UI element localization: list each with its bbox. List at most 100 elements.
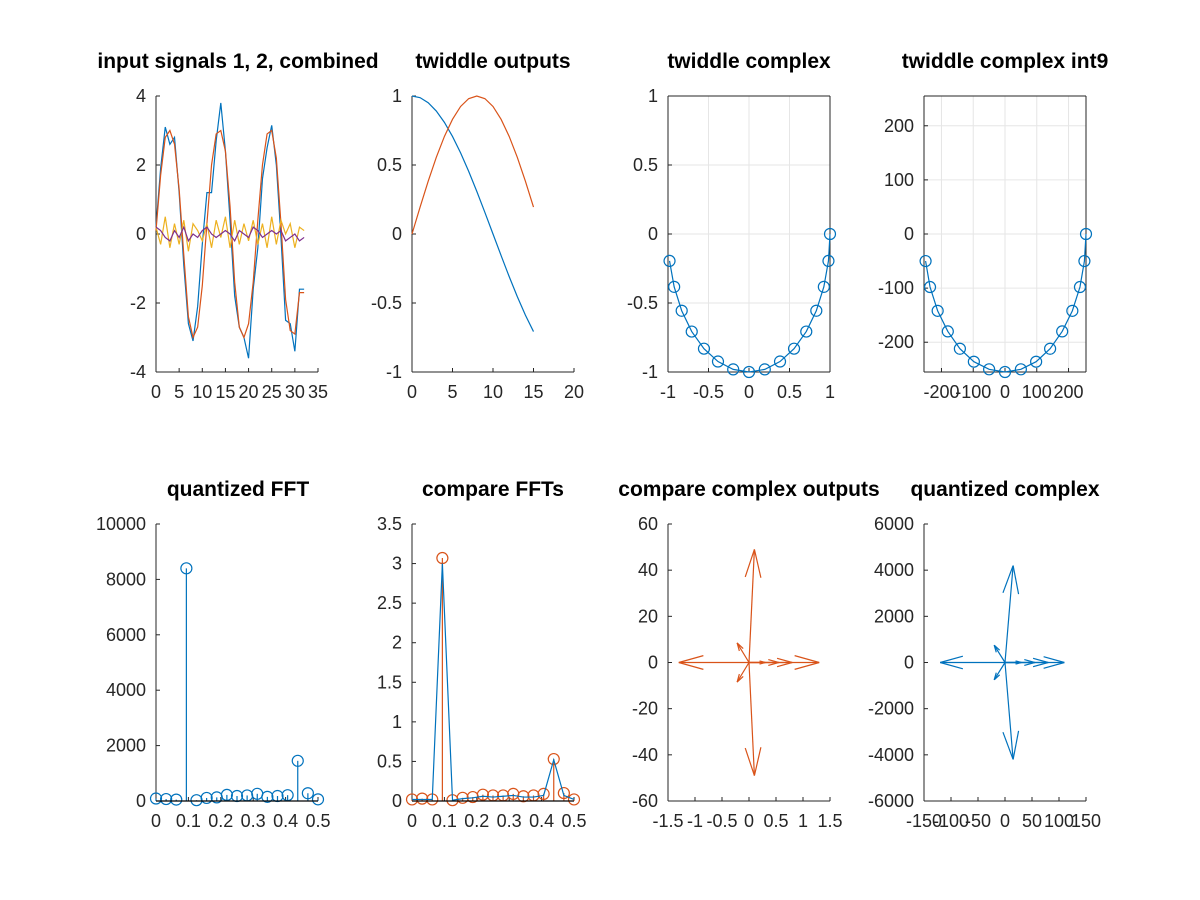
x-tick-label: -50 xyxy=(965,811,991,831)
y-tick-label: 0 xyxy=(392,224,402,244)
data-point xyxy=(1030,355,1043,368)
compass-arrow-head xyxy=(1032,661,1049,668)
stem-marker xyxy=(261,790,274,803)
x-tick-label: 10 xyxy=(483,382,503,402)
compass-arrow-head xyxy=(794,661,820,670)
subplot-compare-ffts: compare FFTs 0 0.1 0.2 0.3 0.4 0.5 0 0.5 1 1.5 2 2.… xyxy=(377,478,587,831)
y-tick-label: 1 xyxy=(648,86,658,106)
y-tick-label: 0 xyxy=(904,224,914,244)
data-point xyxy=(941,325,954,338)
y-tick-label: 200 xyxy=(884,116,914,136)
compass-arrow xyxy=(748,549,755,663)
y-tick-label: -0.5 xyxy=(371,293,402,313)
stem-marker xyxy=(436,551,449,565)
y-tick-label: 0 xyxy=(392,791,402,811)
data-point xyxy=(823,227,837,241)
x-tick-label: 1.5 xyxy=(817,811,842,831)
y-tick-label: 10000 xyxy=(96,514,146,534)
data-point xyxy=(1056,325,1069,338)
compass-arrow-head xyxy=(940,661,964,670)
compass-arrow xyxy=(993,644,1006,663)
y-tick-label: 2000 xyxy=(874,606,914,626)
subplot-twiddle-complex: twiddle complex -1 -0.5 0 0.5 1 -1 -0.5 0 0.5 1 xyxy=(627,50,837,402)
x-tick-label: 0 xyxy=(407,382,417,402)
x-tick-label: 30 xyxy=(285,382,305,402)
data-point xyxy=(727,363,740,376)
y-tick-label: 100 xyxy=(884,170,914,190)
compass-arrow-head xyxy=(1012,565,1020,595)
y-tick-label: -2 xyxy=(130,293,146,313)
x-tick-label: 0.2 xyxy=(464,811,489,831)
y-tick-label: 0.5 xyxy=(377,155,402,175)
y-tick-label: -4000 xyxy=(868,745,914,765)
x-tick-label: 150 xyxy=(1071,811,1101,831)
compass-arrow-head xyxy=(678,661,704,670)
x-tick-label: -1 xyxy=(660,382,676,402)
x-tick-label: -0.5 xyxy=(693,382,724,402)
compass-arrow-head xyxy=(1043,656,1065,664)
x-tick-label: 0 xyxy=(744,811,754,831)
subplot-twiddle-complex-int9: twiddle complex int9 -200-100 0 100 200-200… xyxy=(878,50,1108,402)
subplot-title: twiddle complex xyxy=(667,50,831,73)
subplot-title: compare complex outputs xyxy=(618,478,879,501)
data-point xyxy=(773,355,787,368)
y-tick-label: -20 xyxy=(632,699,658,719)
x-tick-label: 0 xyxy=(1000,811,1010,831)
x-tick-label: -200 xyxy=(923,382,959,402)
subplot-title: quantized FFT xyxy=(167,478,309,501)
y-tick-label: -4 xyxy=(130,362,146,382)
compass-arrow xyxy=(1004,565,1014,663)
x-tick-label: -100 xyxy=(933,811,969,831)
compass-arrow-head xyxy=(1002,731,1014,760)
series-line xyxy=(155,225,305,243)
compass-arrow-head xyxy=(1043,661,1065,669)
y-tick-label: 1 xyxy=(392,86,402,106)
compass-arrow xyxy=(736,642,750,663)
x-tick-label: 5 xyxy=(447,382,457,402)
compass-arrow-head xyxy=(776,661,793,668)
subplot-title: twiddle complex int9 xyxy=(902,50,1109,73)
y-tick-label: 1 xyxy=(392,712,402,732)
data-point xyxy=(931,304,944,317)
compass-arrow-head xyxy=(736,642,740,652)
subplot-title: input signals 1, 2, combined xyxy=(97,50,378,73)
y-tick-label: 20 xyxy=(638,606,658,626)
y-tick-label: 2.5 xyxy=(377,593,402,613)
y-tick-label: -100 xyxy=(878,278,914,298)
data-point xyxy=(697,342,711,355)
series-line xyxy=(411,95,535,235)
compass-arrow-head xyxy=(753,549,762,578)
data-point xyxy=(1078,254,1091,268)
stem-marker xyxy=(537,787,550,800)
y-tick-label: -1 xyxy=(642,362,658,382)
compass-arrow-head xyxy=(678,655,704,664)
y-tick-label: -0.5 xyxy=(627,293,658,313)
y-tick-label: 2000 xyxy=(106,736,146,756)
series-line xyxy=(668,233,831,373)
subplot-compare-complex-outputs: compare complex outputs -1.5 -1 -0.5 0 0.5 1 1… xyxy=(618,478,879,831)
x-tick-label: 20 xyxy=(564,382,584,402)
x-tick-label: 0 xyxy=(744,382,754,402)
compass-arrow-head xyxy=(776,657,793,664)
compass-arrow-head xyxy=(993,672,997,680)
y-tick-label: 0.5 xyxy=(633,155,658,175)
x-tick-label: 0 xyxy=(151,811,161,831)
stem-marker xyxy=(170,793,183,806)
y-tick-label: -6000 xyxy=(868,791,914,811)
subplot-quantized-fft: quantized FFT 0 0.1 0.2 0.3 0.4 0.5 0 2000 4000 6… xyxy=(96,478,331,831)
y-tick-label: 4000 xyxy=(874,560,914,580)
x-tick-label: -100 xyxy=(955,382,991,402)
y-tick-label: 4000 xyxy=(106,680,146,700)
data-point xyxy=(923,280,937,294)
stem-marker xyxy=(557,786,570,800)
stem-marker xyxy=(160,792,173,806)
x-tick-label: 0 xyxy=(407,811,417,831)
x-tick-label: 0 xyxy=(1000,382,1010,402)
y-tick-label: 4 xyxy=(136,86,146,106)
x-tick-label: 50 xyxy=(1022,811,1042,831)
compass-arrow-head xyxy=(940,655,964,664)
data-point xyxy=(919,254,932,268)
data-point xyxy=(1044,342,1057,355)
x-tick-label: 0.5 xyxy=(305,811,330,831)
data-point xyxy=(1073,280,1087,294)
